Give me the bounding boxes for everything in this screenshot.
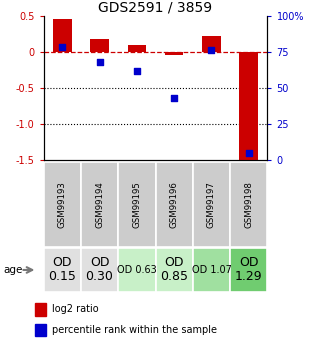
Text: OD 1.07: OD 1.07 [192, 265, 231, 275]
Text: GSM99198: GSM99198 [244, 181, 253, 228]
Bar [239, 52, 258, 164]
Point [172, 95, 177, 101]
Point [60, 45, 65, 50]
Title: GDS2591 / 3859: GDS2591 / 3859 [99, 0, 212, 14]
Bar [81, 248, 118, 292]
Bar [118, 162, 156, 247]
Bar [118, 248, 156, 292]
Bar [202, 36, 221, 52]
Bar [156, 162, 193, 247]
Bar [230, 248, 267, 292]
Text: OD
0.15: OD 0.15 [48, 256, 76, 284]
Text: GSM99193: GSM99193 [58, 181, 67, 228]
Bar [165, 52, 183, 55]
Text: OD
0.30: OD 0.30 [86, 256, 114, 284]
Text: OD
1.29: OD 1.29 [235, 256, 262, 284]
Bar [230, 162, 267, 247]
Bar [35, 303, 46, 316]
Text: log2 ratio: log2 ratio [52, 304, 99, 314]
Bar [90, 39, 109, 52]
Text: GSM99195: GSM99195 [132, 181, 141, 228]
Text: GSM99194: GSM99194 [95, 181, 104, 228]
Text: GSM99197: GSM99197 [207, 181, 216, 228]
Text: OD 0.63: OD 0.63 [117, 265, 157, 275]
Point [209, 48, 214, 53]
Bar [193, 248, 230, 292]
Bar [156, 248, 193, 292]
Bar [193, 162, 230, 247]
Bar [35, 324, 46, 336]
Point [97, 59, 102, 65]
Bar [81, 162, 118, 247]
Text: age: age [3, 265, 22, 275]
Bar [53, 19, 72, 52]
Point [134, 68, 139, 73]
Text: GSM99196: GSM99196 [170, 181, 179, 228]
Bar [44, 162, 81, 247]
Bar [44, 248, 81, 292]
Point [246, 150, 251, 156]
Bar [128, 45, 146, 52]
Text: percentile rank within the sample: percentile rank within the sample [52, 325, 217, 335]
Text: OD
0.85: OD 0.85 [160, 256, 188, 284]
